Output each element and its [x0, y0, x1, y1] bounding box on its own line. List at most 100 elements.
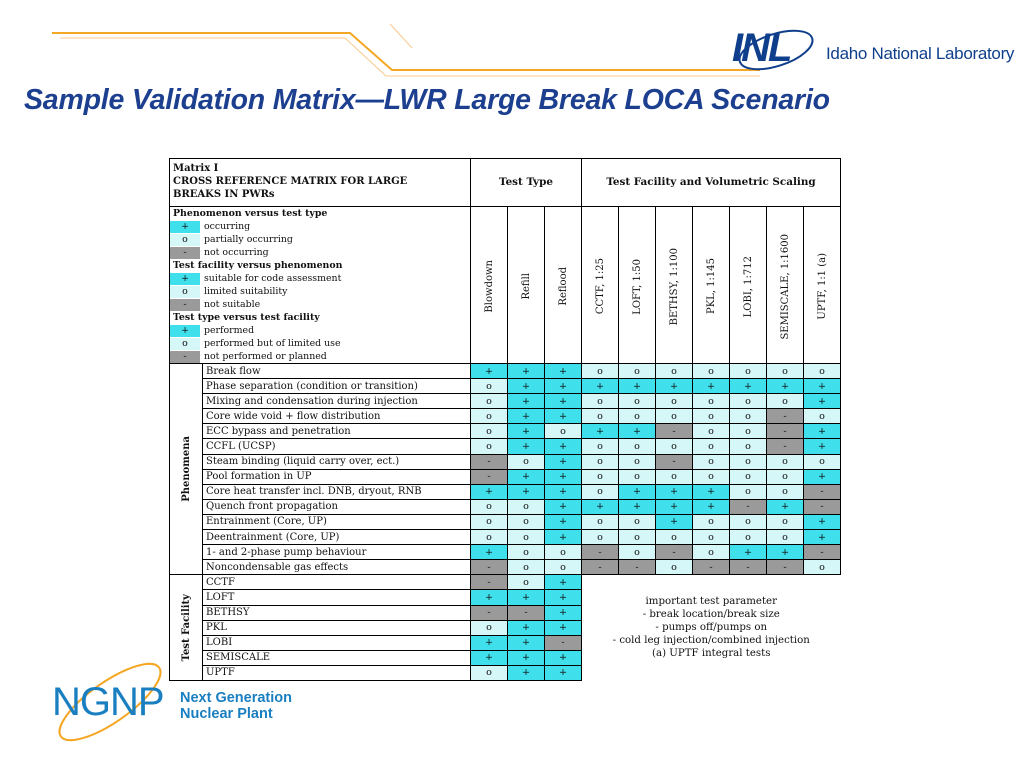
matrix-cell: o — [470, 378, 508, 395]
matrix-cell: + — [544, 664, 582, 681]
facility-row: PKL o + + — [170, 619, 841, 636]
matrix-cell: + — [507, 664, 545, 681]
matrix-cell: + — [544, 453, 582, 470]
matrix-cell: - — [729, 498, 767, 515]
column-header: BETHSY, 1:100 — [655, 206, 693, 364]
facility-group-label: Test Facility — [169, 574, 203, 681]
matrix-cell: o — [729, 529, 767, 546]
matrix-cell: + — [692, 483, 730, 500]
matrix-cell: + — [692, 378, 730, 395]
matrix-cell: o — [692, 393, 730, 410]
matrix-legend: Phenomenon versus test type + occurring o pa… — [169, 206, 471, 364]
column-header-label: CCTF, 1:25 — [594, 258, 606, 315]
matrix-cell: + — [544, 529, 582, 546]
phenomenon-label: Core wide void + flow distribution — [202, 408, 471, 425]
inl-name: Idaho National Laboratory — [826, 44, 1015, 63]
matrix-cell: o — [692, 438, 730, 455]
matrix-cell: + — [655, 483, 693, 500]
column-header-label: BETHSY, 1:100 — [668, 247, 680, 326]
matrix-cell: o — [655, 438, 693, 455]
legend-line: - not suitable — [170, 298, 470, 311]
matrix-cell: o — [470, 438, 508, 455]
matrix-cell: o — [692, 513, 730, 531]
matrix-cell: o — [544, 559, 582, 576]
matrix-cell: + — [729, 378, 767, 395]
phenomenon-row: Entrainment (Core, UP) o o + o o + o o o + — [170, 513, 841, 531]
matrix-cell: o — [729, 438, 767, 455]
facility-name: UPTF — [202, 664, 471, 681]
page-title: Sample Validation Matrix—LWR Large Break… — [24, 84, 830, 116]
matrix-cell: o — [581, 468, 619, 485]
matrix-cell: + — [618, 498, 656, 515]
matrix-cell: + — [544, 498, 582, 515]
matrix-cell: + — [581, 378, 619, 395]
phenomenon-label: Entrainment (Core, UP) — [202, 513, 471, 531]
matrix-cell: o — [581, 362, 619, 380]
matrix-cell: - — [766, 423, 804, 440]
matrix-cell: o — [766, 393, 804, 410]
matrix-cell: o — [766, 483, 804, 500]
facility-row: Test Facility CCTF - o + important test param… — [169, 574, 841, 681]
matrix-cell: o — [618, 468, 656, 485]
phenomenon-row: Steam binding (liquid carry over, ect.) -… — [170, 453, 841, 470]
legend-symbol: + — [170, 272, 200, 285]
matrix-cell: + — [544, 604, 582, 621]
column-header-label: Refill — [520, 273, 532, 300]
matrix-cell: o — [655, 362, 693, 380]
matrix-cell: - — [507, 604, 545, 621]
matrix-title: Matrix I CROSS REFERENCE MATRIX FOR LARGE… — [169, 158, 471, 207]
group-header-test-type: Test Type — [470, 158, 582, 207]
inl-logo: INL Idaho National Laboratory — [732, 22, 1014, 82]
matrix-cell: + — [470, 589, 508, 606]
matrix-cell: o — [618, 544, 656, 561]
matrix-cell: o — [803, 559, 841, 576]
legend-text: not suitable — [204, 299, 261, 310]
matrix-cell: + — [729, 544, 767, 561]
matrix-cell: + — [803, 513, 841, 531]
phenomenon-label: ECC bypass and penetration — [202, 423, 471, 440]
matrix-cell: o — [470, 513, 508, 531]
matrix-cell: - — [655, 544, 693, 561]
legend-line: o partially occurring — [170, 233, 470, 246]
facility-name: BETHSY — [202, 604, 471, 621]
matrix-cell: o — [618, 393, 656, 410]
facility-name: PKL — [202, 619, 471, 636]
column-header: PKL, 1:145 — [692, 206, 730, 364]
column-header-label: LOBI, 1:712 — [742, 255, 754, 318]
matrix-cell: o — [692, 453, 730, 470]
matrix-cell: o — [655, 393, 693, 410]
matrix-cell: + — [544, 362, 582, 380]
phenomena-label: Phenomena — [180, 436, 192, 503]
matrix-cell: - — [655, 453, 693, 470]
legend-text: suitable for code assessment — [204, 273, 342, 284]
phenomenon-row: Mixing and condensation during injection… — [170, 393, 841, 410]
legend-symbol: o — [170, 337, 200, 350]
matrix-cell: + — [507, 649, 545, 666]
matrix-cell: o — [766, 468, 804, 485]
legend-symbol: o — [170, 233, 200, 246]
legend-symbol: + — [170, 220, 200, 233]
matrix-cell: - — [692, 559, 730, 576]
matrix-cell: o — [766, 513, 804, 531]
matrix-cell: - — [803, 483, 841, 500]
matrix-cell: + — [544, 393, 582, 410]
matrix-cell: + — [766, 498, 804, 515]
matrix-cell: - — [470, 604, 508, 621]
matrix-cell: o — [581, 408, 619, 425]
matrix-cell: + — [618, 483, 656, 500]
matrix-cell: + — [507, 438, 545, 455]
matrix-cell: - — [766, 408, 804, 425]
matrix-cell: + — [803, 393, 841, 410]
matrix-cell: + — [655, 378, 693, 395]
facility-row: LOFT + + + — [170, 589, 841, 606]
legend-heading: Test facility versus phenomenon — [173, 260, 343, 271]
matrix-cell: + — [618, 423, 656, 440]
legend-line: + suitable for code assessment — [170, 272, 470, 285]
matrix-cell: - — [544, 634, 582, 651]
ngnp-mark: NGNP — [52, 680, 165, 724]
matrix-cell: o — [470, 529, 508, 546]
matrix-cell: o — [729, 408, 767, 425]
phenomenon-row: 1- and 2-phase pump behaviour + o o - o - o + + - — [170, 544, 841, 561]
matrix-cell: o — [803, 453, 841, 470]
legend-line: o performed but of limited use — [170, 337, 470, 350]
